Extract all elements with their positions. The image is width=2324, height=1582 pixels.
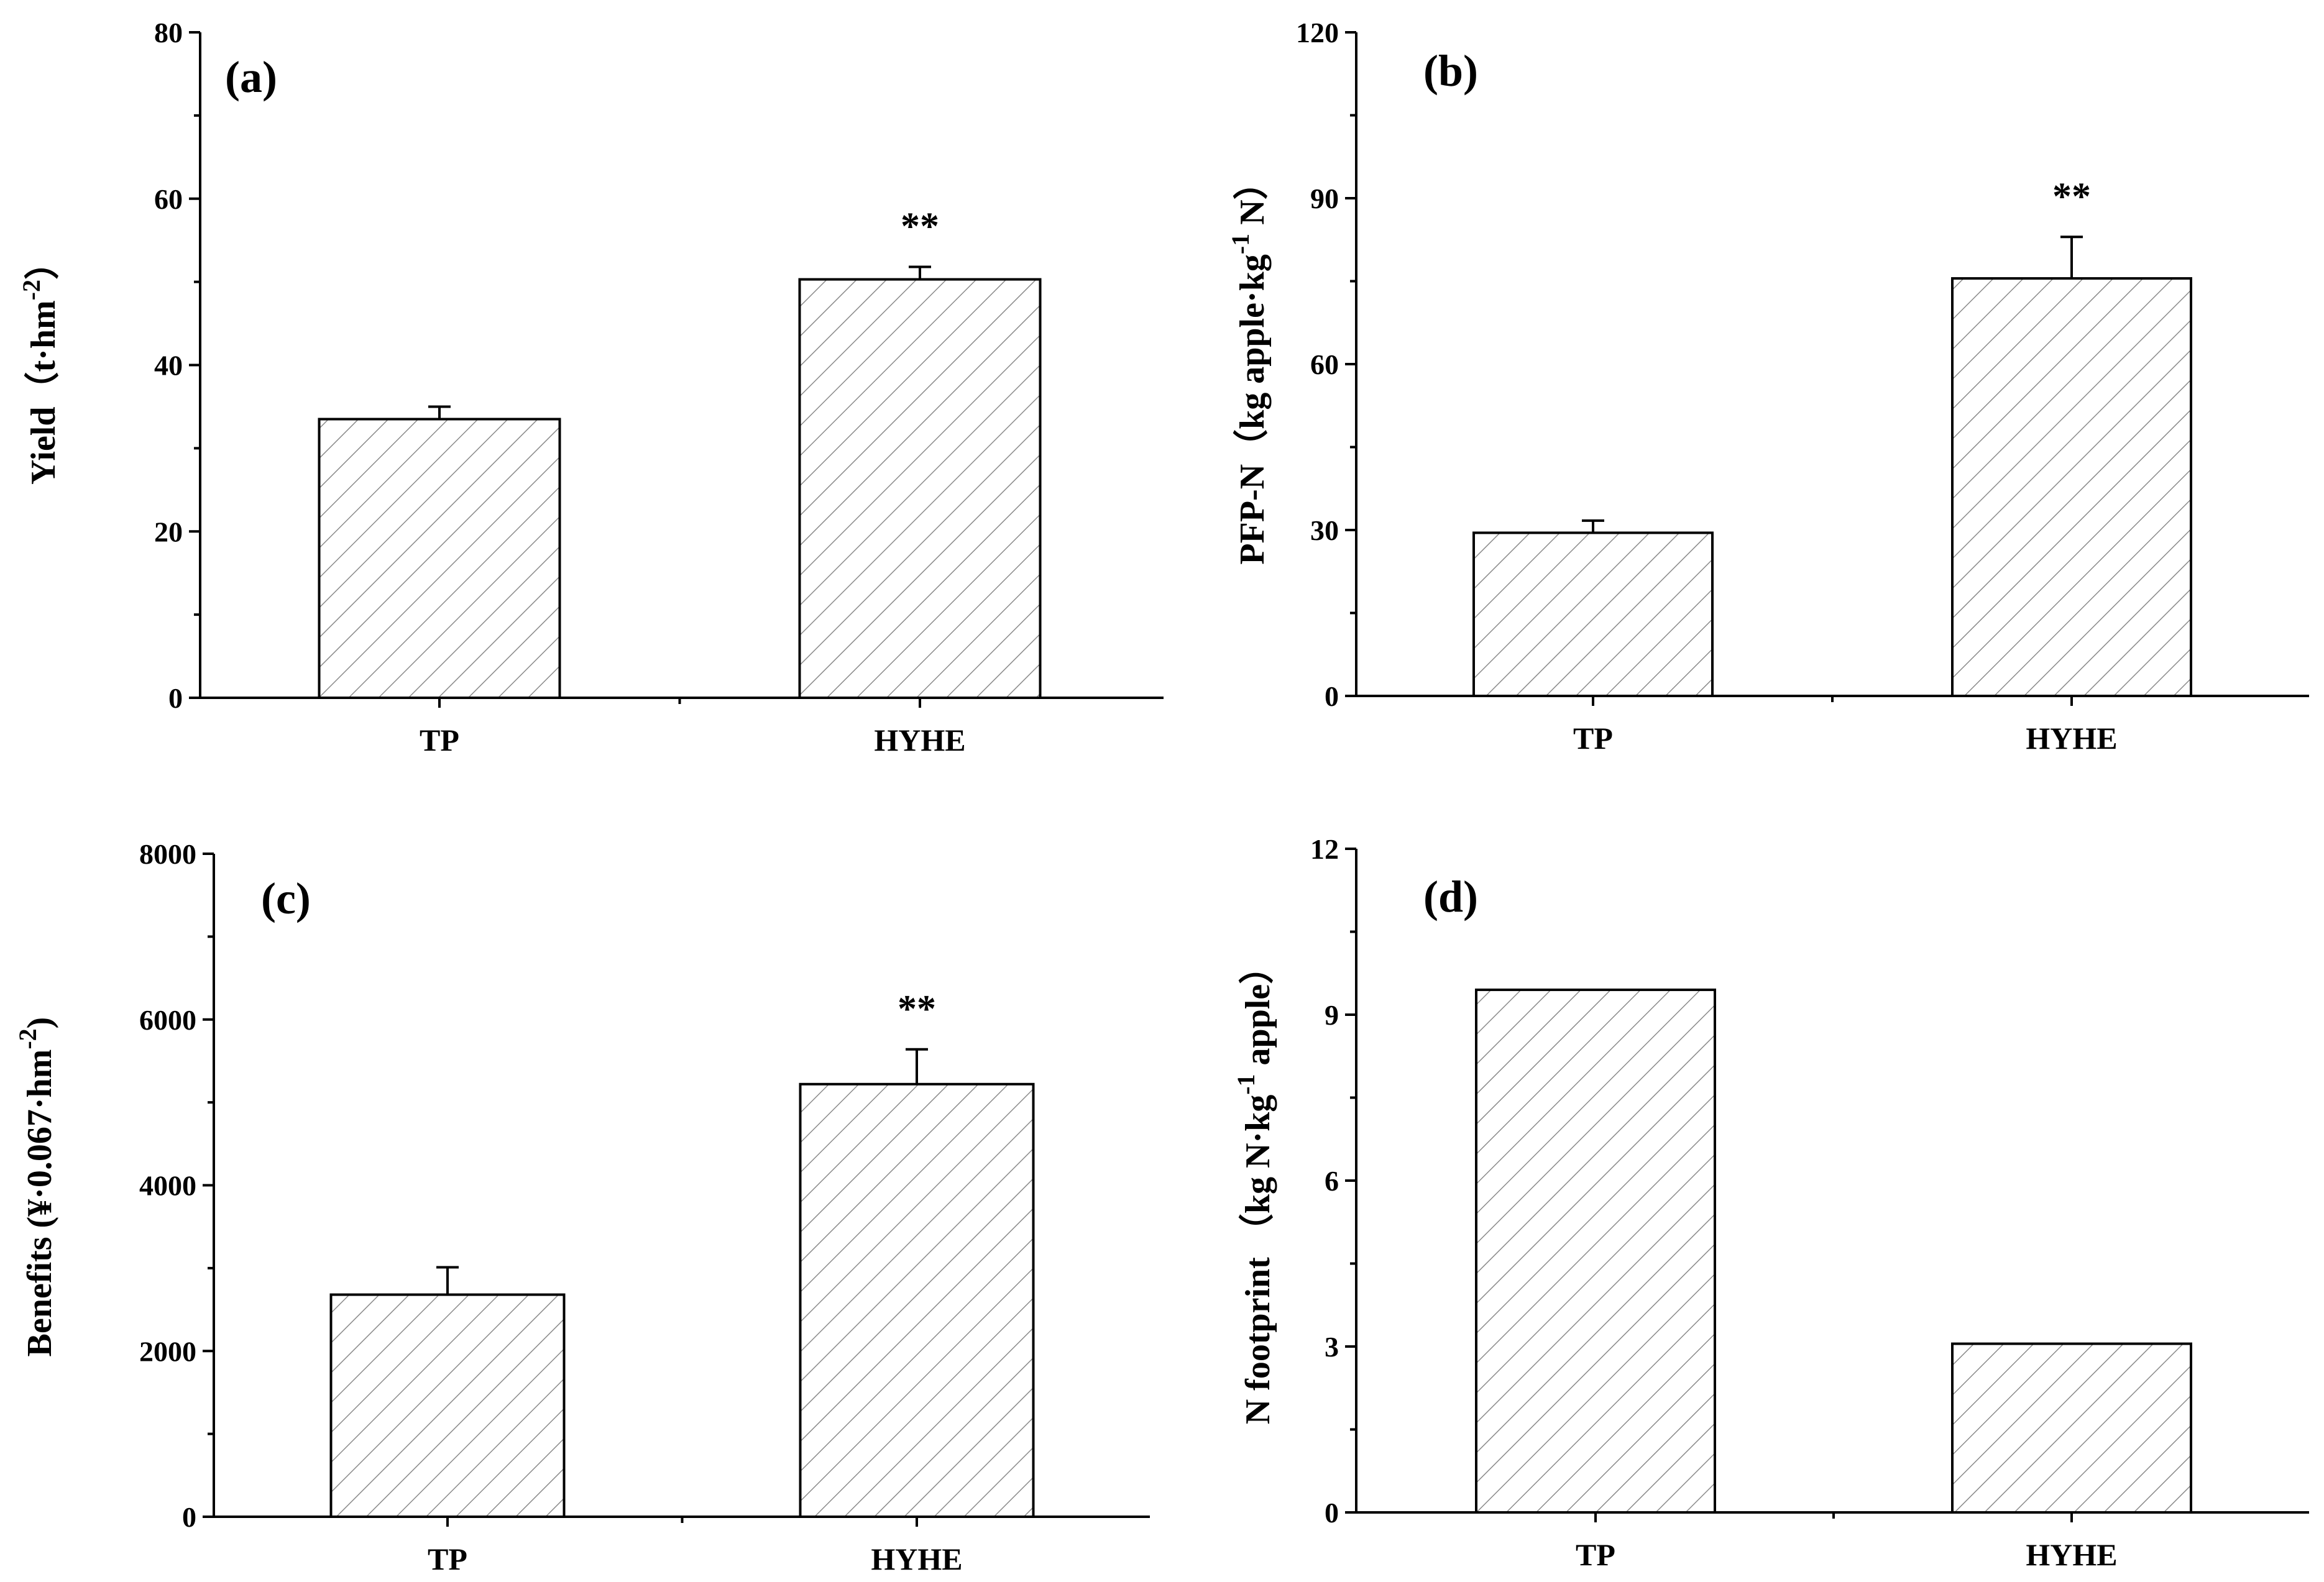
bar-tp [329, 1293, 566, 1518]
bar-tp [1472, 531, 1714, 697]
significance-marker: ** [2052, 175, 2091, 217]
y-tick-label: 6000 [139, 1004, 196, 1036]
panel-label: (a) [225, 52, 277, 102]
bar-tp [1475, 988, 1716, 1514]
y-tick-label: 0 [168, 682, 183, 714]
y-tick-label: 40 [154, 350, 183, 382]
y-tick-label: 2000 [139, 1335, 196, 1367]
x-tick-label: TP [420, 723, 459, 757]
panel-label: (c) [261, 874, 311, 923]
x-tick-label: HYHE [874, 723, 965, 757]
y-tick-label: 80 [154, 17, 183, 48]
y-tick-label: 90 [1310, 183, 1339, 214]
y-tick-label: 0 [1325, 680, 1339, 712]
y-tick-label: 30 [1310, 514, 1339, 546]
panel-label: (d) [1423, 872, 1478, 921]
y-tick-label: 3 [1325, 1331, 1339, 1363]
y-tick-label: 60 [154, 183, 183, 215]
y-tick-label: 0 [1325, 1497, 1339, 1529]
panel-label: (b) [1423, 46, 1478, 96]
panel-a: 0 20 40 60 80 TP ** HYHE (a) Yield（t·hm-2） [17, 17, 1164, 757]
panel-d: 0 3 6 9 12 TP HYHE (d) N footprint （kg N·kg-1 ap… [1232, 833, 2309, 1572]
y-axis-label: PFP-N（kg apple·kg-1 N） [1226, 165, 1272, 564]
bar-hyhe [798, 278, 1042, 699]
y-tick-label: 4000 [139, 1170, 196, 1202]
x-tick-label: HYHE [2026, 721, 2117, 756]
bar-hyhe [1951, 1342, 2192, 1514]
y-tick-label: 0 [182, 1501, 196, 1533]
y-tick-label: 8000 [139, 838, 196, 870]
bar-hyhe [799, 1082, 1035, 1518]
panel-b: 0 30 60 90 120 TP ** HYHE (b) PFP-N（kg apple·kg-1… [1226, 17, 2309, 756]
x-tick-label: TP [1576, 1537, 1615, 1572]
x-tick-label: HYHE [2026, 1537, 2117, 1572]
y-tick-label: 60 [1310, 349, 1339, 380]
x-tick-label: HYHE [871, 1542, 962, 1576]
significance-marker: ** [898, 988, 936, 1030]
y-axis-label: N footprint （kg N·kg-1 apple） [1232, 949, 1277, 1425]
bar-tp [318, 418, 561, 699]
bar-hyhe [1951, 277, 2192, 697]
y-tick-label: 6 [1325, 1165, 1339, 1197]
y-axis-label: Benefits (¥·0.067·hm-2) [14, 1017, 59, 1357]
significance-marker: ** [901, 206, 939, 248]
y-tick-label: 20 [154, 516, 183, 547]
x-tick-label: TP [1573, 721, 1613, 756]
y-tick-label: 9 [1325, 999, 1339, 1031]
y-axis-label: Yield（t·hm-2） [17, 245, 63, 485]
y-tick-label: 120 [1296, 17, 1339, 48]
y-tick-label: 12 [1310, 833, 1339, 865]
panel-c: 0 2000 4000 6000 8000 TP ** HYHE (c) Benefits (¥·… [14, 838, 1150, 1576]
x-tick-label: TP [428, 1542, 467, 1576]
